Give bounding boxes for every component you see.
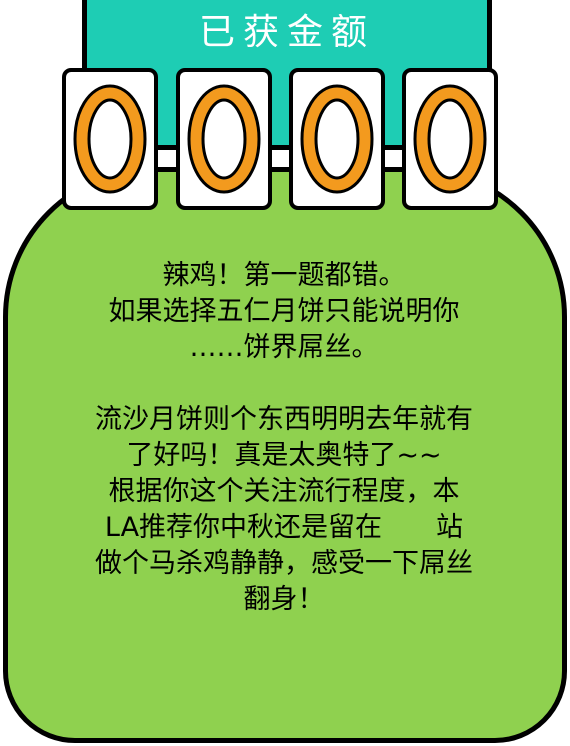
message-line: LA推荐你中秋还是留在 站 [104, 512, 464, 543]
paragraph-gap [8, 366, 560, 402]
message-line: ……饼界屌丝。 [189, 332, 379, 363]
amount-digit-card: 0 [289, 68, 385, 210]
result-bubble [3, 167, 567, 743]
digit-zero-icon [187, 84, 261, 194]
digit-zero-icon [300, 84, 374, 194]
message-line: 辣鸡！第一题都错。 [162, 260, 406, 291]
digit-zero-icon [73, 84, 147, 194]
message-line: 流沙月饼则个东西明明去年就有 [95, 404, 473, 435]
message-line: 根据你这个关注流行程度，本 [108, 476, 460, 507]
amount-title: 已获金额 [198, 12, 375, 53]
amount-digit-card: 0 [176, 68, 272, 210]
amount-digit-card: 0 [62, 68, 158, 210]
message-line: 翻身！ [243, 584, 325, 615]
result-message: 辣鸡！第一题都错。 如果选择五仁月饼只能说明你 ……饼界屌丝。 流沙月饼则个东西… [8, 258, 560, 618]
digit-zero-icon [413, 84, 487, 194]
message-line: 了好吗！真是太奥特了~~ [126, 440, 442, 471]
amount-digit-card: 0 [402, 68, 498, 210]
message-line: 如果选择五仁月饼只能说明你 [108, 296, 460, 327]
message-line: 做个马杀鸡静静，感受一下屌丝 [95, 548, 473, 579]
